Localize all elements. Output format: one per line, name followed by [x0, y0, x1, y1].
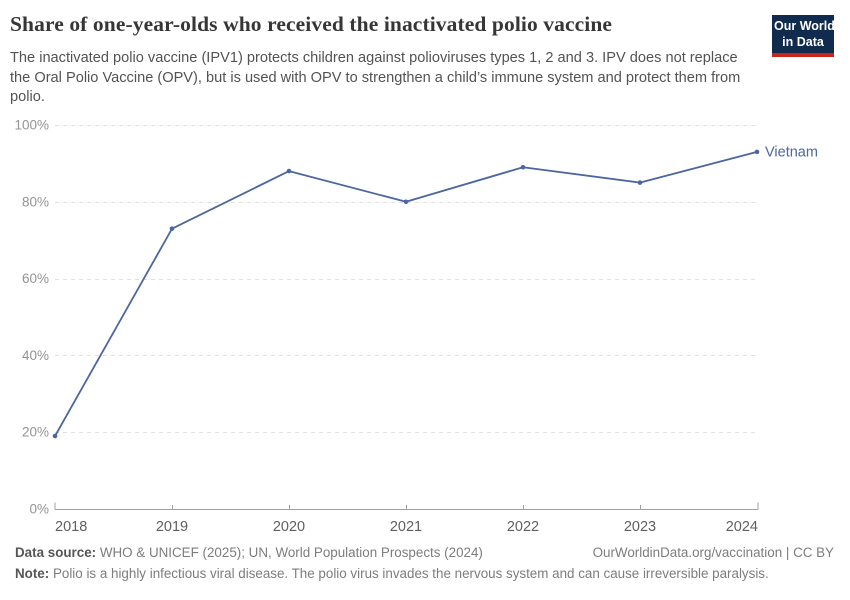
data-point[interactable] — [403, 199, 409, 205]
data-point[interactable] — [754, 149, 760, 155]
x-tick-label: 2020 — [273, 519, 305, 535]
x-tick-label: 2019 — [156, 519, 188, 535]
y-tick-label: 100% — [14, 118, 49, 133]
data-point[interactable] — [520, 164, 526, 170]
data-point[interactable] — [637, 180, 643, 185]
y-tick-label: 40% — [22, 348, 49, 363]
note-text: Polio is a highly infectious viral disea… — [52, 566, 769, 581]
series-label[interactable]: Vietnam — [765, 144, 818, 160]
page-title: Share of one-year-olds who received the … — [10, 12, 613, 36]
note-label: Note: — [15, 566, 50, 581]
page-subtitle: The inactivated polio vaccine (IPV1) pro… — [10, 50, 741, 106]
y-tick-label: 80% — [22, 194, 49, 209]
x-tick-label: 2018 — [55, 519, 87, 535]
data-line-vietnam[interactable] — [54, 151, 758, 437]
footer-note: Note: Polio is a highly infectious viral… — [15, 566, 769, 581]
data-source-text: WHO & UNICEF (2025); UN, World Populatio… — [99, 545, 483, 560]
data-point[interactable] — [169, 226, 175, 231]
x-tick-label: 2024 — [726, 519, 758, 535]
y-tick-label: 20% — [22, 425, 49, 440]
footer-data-source: Data source: WHO & UNICEF (2025); UN, Wo… — [15, 545, 483, 560]
owid-logo-line2: in Data — [782, 34, 824, 49]
y-tick-label: 60% — [22, 271, 49, 286]
y-tick-label: 0% — [29, 502, 49, 517]
x-tick-label: 2023 — [624, 519, 656, 535]
owid-logo-line1: Our World — [774, 19, 835, 33]
data-point[interactable] — [286, 168, 292, 174]
data-source-label: Data source: — [15, 545, 97, 560]
footer-credit-link[interactable]: OurWorldinData.org/vaccination | CC BY — [592, 545, 834, 560]
data-point[interactable] — [52, 433, 58, 439]
owid-logo: Our World in Data — [772, 15, 835, 58]
x-tick-label: 2022 — [507, 519, 539, 535]
x-tick-label: 2021 — [390, 519, 422, 535]
